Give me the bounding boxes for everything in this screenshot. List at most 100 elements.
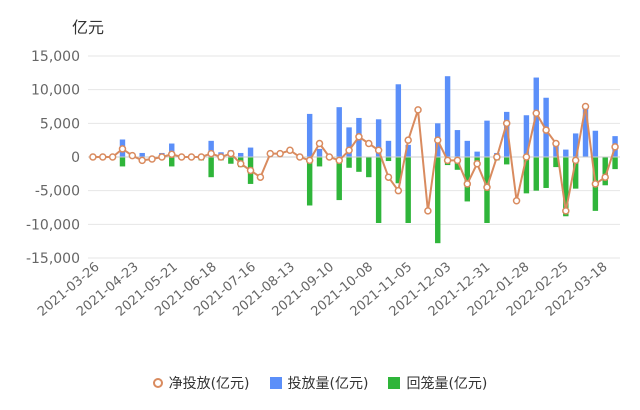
injection-bar [572, 133, 579, 157]
withdrawal-bar [208, 157, 214, 178]
net-injection-point [542, 126, 550, 134]
net-injection-point [118, 145, 127, 153]
withdrawal-bar [228, 157, 234, 164]
withdrawal-bar [346, 157, 352, 168]
withdrawal-bar [563, 157, 569, 217]
net-injection-point [305, 156, 314, 165]
legend-label-net: 净投放(亿元) [168, 376, 250, 392]
y-tick-label: -5,000 [35, 184, 80, 200]
net-injection-point [512, 197, 521, 205]
net-injection-point [286, 146, 294, 155]
injection-bar [208, 140, 214, 157]
net-injection-point [522, 153, 531, 161]
net-injection-point [394, 186, 403, 195]
injection-bar [247, 147, 254, 157]
net-injection-point [493, 153, 501, 161]
net-injection-point [89, 153, 97, 161]
net-injection-point [256, 173, 265, 181]
withdrawal-bar [375, 157, 382, 223]
net-injection-point [276, 149, 284, 158]
withdrawal-bar [306, 157, 313, 206]
injection-bar [454, 130, 461, 157]
net-injection-point [138, 156, 146, 165]
net-injection-point [207, 149, 215, 158]
net-injection-point [108, 153, 117, 161]
injection-bar [237, 152, 244, 157]
net-injection-point [167, 150, 176, 159]
withdrawal-bar [553, 157, 559, 168]
net-injection-point [591, 180, 600, 188]
net-injection-point [296, 153, 304, 161]
net-injection-point [404, 136, 412, 144]
y-tick-label: -10,000 [26, 217, 80, 233]
net-injection-point [365, 139, 373, 148]
net-injection-point [177, 153, 186, 161]
withdrawal-bar [316, 157, 323, 167]
net-injection-point [611, 143, 619, 151]
y-tick-label: 0 [71, 150, 80, 166]
legend-swatch-injection [269, 377, 282, 389]
injection-bar [169, 143, 175, 157]
withdrawal-bar [612, 157, 618, 170]
y-axis-unit-label: 亿元 [72, 18, 105, 37]
net-injection-point [246, 166, 255, 175]
y-tick-label: 5,000 [40, 116, 80, 132]
net-injection-point [227, 149, 235, 158]
net-injection-point [266, 149, 275, 158]
net-injection-point [601, 173, 609, 181]
legend-item-injection[interactable]: 投放量(亿元) [269, 373, 368, 393]
withdrawal-bar [435, 157, 441, 244]
net-injection-point [562, 207, 570, 215]
legend-item-withdrawal[interactable]: 回笼量(亿元) [388, 373, 487, 393]
net-injection-point [581, 102, 590, 111]
legend-item-net[interactable]: 净投放(亿元) [152, 373, 250, 393]
injection-bar [484, 120, 490, 157]
injection-bar [523, 115, 530, 157]
net-injection-point [453, 156, 462, 165]
net-injection-point [128, 151, 137, 160]
withdrawal-bar [543, 157, 549, 188]
net-injection-point [217, 153, 225, 161]
withdrawal-bar [503, 157, 510, 165]
y-tick-label: -15,000 [26, 251, 80, 267]
withdrawal-bar [572, 157, 579, 189]
net-injection-point [424, 207, 432, 215]
net-injection-point [552, 139, 560, 148]
injection-bar [592, 130, 599, 157]
net-injection-point [197, 153, 206, 161]
injection-bar [474, 151, 480, 157]
injection-bar [582, 105, 589, 157]
injection-bar [395, 84, 402, 157]
legend: 净投放(亿元) 投放量(亿元) 回笼量(亿元) [0, 372, 640, 394]
injection-bar [464, 140, 471, 157]
withdrawal-bar [336, 157, 342, 201]
withdrawal-bar [385, 157, 392, 162]
injection-bar [316, 148, 323, 157]
net-injection-point [158, 153, 166, 161]
net-injection-point [384, 173, 393, 181]
withdrawal-bar [533, 157, 539, 191]
net-injection-point [433, 136, 442, 144]
net-injection-point [502, 119, 511, 128]
net-injection-point [414, 106, 422, 114]
y-tick-label: 15,000 [31, 49, 80, 65]
withdrawal-bar [366, 157, 372, 178]
injection-bar [503, 111, 510, 157]
net-injection-point [571, 156, 580, 165]
injection-bar [346, 127, 352, 157]
legend-label-withdrawal: 回笼量(亿元) [406, 376, 488, 392]
net-injection-point [335, 156, 343, 165]
withdrawal-bar [356, 157, 362, 172]
withdrawal-bar [602, 157, 608, 186]
net-injection-point [483, 183, 491, 192]
withdrawal-bar [405, 157, 411, 223]
withdrawal-bar [119, 157, 126, 167]
injection-bar [385, 140, 392, 157]
net-injection-point [315, 139, 324, 148]
legend-swatch-withdrawal [388, 377, 401, 389]
net-injection-point [443, 156, 452, 165]
injection-bar [139, 152, 145, 157]
net-injection-point [187, 153, 196, 161]
